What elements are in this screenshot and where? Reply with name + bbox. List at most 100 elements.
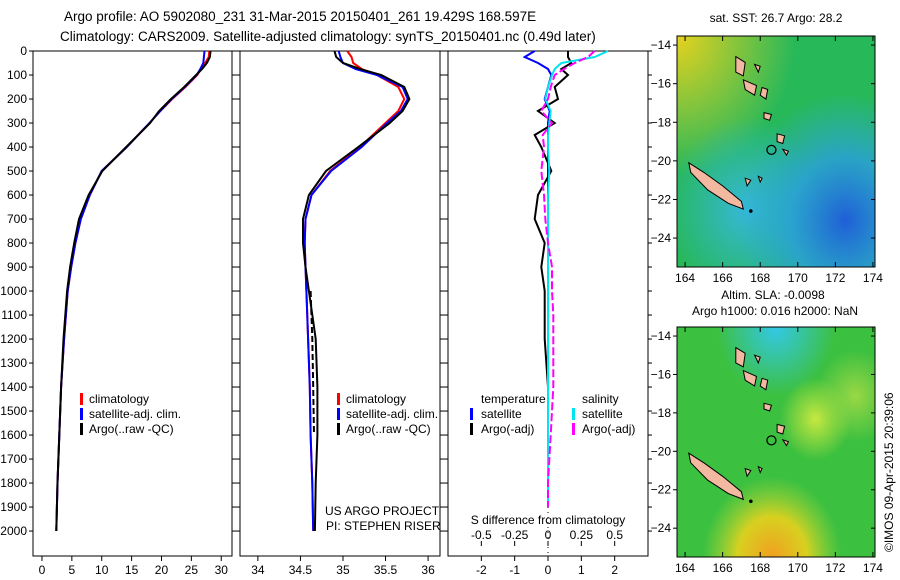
lat-tick-label: −18	[651, 406, 672, 420]
project-label: US ARGO PROJECT	[325, 504, 440, 518]
sst-map-title: sat. SST: 26.7 Argo: 28.2	[710, 11, 843, 25]
y-tick-label: 400	[7, 140, 27, 154]
x-tick-label: 30	[215, 563, 229, 577]
island-dot	[749, 209, 753, 213]
y-tick-label: 800	[7, 236, 27, 250]
island-coastline	[753, 63, 761, 74]
x-tick-label: 1	[578, 563, 585, 577]
legend-swatch-satellite	[80, 408, 83, 420]
lat-tick-label: −14	[651, 329, 672, 343]
x-tick-label: 35.5	[374, 563, 398, 577]
y-tick-label: 1600	[0, 428, 27, 442]
x-tick-label: 36	[421, 563, 435, 577]
legend-label-climatology: climatology	[89, 392, 149, 406]
island-coastline	[744, 467, 752, 478]
x-tick-label: -1	[509, 563, 520, 577]
y-tick-label: 200	[7, 92, 27, 106]
y-tick-label: 1000	[0, 284, 27, 298]
island-coastline	[781, 438, 790, 447]
legend-swatch-argo	[337, 423, 340, 435]
lon-tick-label: 164	[675, 561, 695, 575]
y-tick-label: 1400	[0, 380, 27, 394]
x-tick-label: 34.5	[289, 563, 313, 577]
lat-tick-label: −24	[651, 521, 672, 535]
lon-tick-label: 168	[750, 561, 770, 575]
map-frame	[676, 35, 876, 268]
s-axis-label: S difference from climatology	[471, 513, 626, 527]
lon-tick-label: 164	[675, 271, 695, 285]
s-satellite-diff-line	[544, 50, 609, 507]
legend-label-argo: Argo(..raw -QC)	[346, 422, 431, 436]
title-line-1: Argo profile: AO 5902080_231 31-Mar-2015…	[64, 9, 536, 24]
y-tick-label: 1700	[0, 452, 27, 466]
island-coastline	[781, 148, 790, 157]
legend-label-satellite: satellite-adj. clim.	[346, 407, 438, 421]
satellite-adj-clim-line	[303, 50, 409, 532]
lon-tick-label: 174	[863, 271, 883, 285]
y-tick-label: 1800	[0, 476, 27, 490]
argo-line	[55, 50, 212, 532]
y-tick-label: 900	[7, 260, 27, 274]
t-argo-diff-line	[533, 51, 573, 507]
sla-map-panel: Altim. SLA: -0.0098 Argo h1000: 0.016 h20…	[651, 288, 884, 575]
salinity-legend: climatology satellite-adj. clim. Argo(..…	[337, 392, 438, 436]
lon-tick-label: 168	[750, 271, 770, 285]
legend-label-climatology: climatology	[346, 392, 406, 406]
lat-tick-label: −20	[651, 444, 672, 458]
island-coastline	[763, 402, 773, 412]
x-tick-label: 0	[545, 563, 552, 577]
sla-map-subtitle: Argo h1000: 0.016 h2000: NaN	[692, 304, 858, 318]
plot-frame	[239, 50, 441, 557]
legend-swatch-climatology	[80, 393, 83, 405]
argo-qc-dashed-line	[309, 290, 315, 436]
s-tick-label: 0	[545, 528, 552, 542]
lat-tick-label: −24	[651, 231, 672, 245]
legend-heading-salinity: salinity	[582, 392, 619, 406]
island-coastline	[688, 452, 745, 501]
x-tick-label: 0	[39, 563, 46, 577]
island-coastline	[744, 177, 752, 188]
x-tick-label: 35	[336, 563, 350, 577]
lon-tick-label: 172	[825, 271, 845, 285]
legend-swatch-argo	[80, 423, 83, 435]
lat-tick-label: −20	[651, 154, 672, 168]
argo-position-marker	[766, 144, 777, 155]
x-tick-label: 10	[95, 563, 109, 577]
island-dot	[749, 499, 753, 504]
legend-swatch-s-satellite	[572, 408, 575, 420]
island-coastline	[776, 423, 786, 435]
y-tick-label: 700	[7, 212, 27, 226]
x-tick-label: 2	[611, 563, 618, 577]
legend-swatch-t-satellite	[470, 408, 473, 420]
legend-label-argo: Argo(..raw -QC)	[89, 422, 174, 436]
y-tick-label: 300	[7, 116, 27, 130]
legend-label-satellite: satellite-adj. clim.	[89, 407, 181, 421]
legend-label-s-argo: Argo(-adj)	[582, 422, 635, 436]
argo-position-marker	[766, 435, 777, 446]
legend-heading-temperature: temperature	[481, 392, 546, 406]
y-tick-label: 1900	[0, 500, 27, 514]
map-frame	[676, 326, 876, 558]
island-coastline	[735, 346, 746, 368]
y-tick-label: 1100	[1, 308, 27, 322]
y-tick-label: 100	[7, 68, 27, 82]
lon-tick-label: 174	[863, 561, 883, 575]
legend-swatch-s-argo	[572, 423, 575, 435]
imos-credit: ©IMOS 09-Apr-2015 20:39:06	[882, 392, 896, 552]
island-coastline	[688, 161, 745, 210]
sst-map-panel: sat. SST: 26.7 Argo: 28.2 164 166 168 170 172…	[651, 11, 884, 285]
x-tick-label: 15	[125, 563, 139, 577]
difference-panel: -2-1012T difference from climatologyS di…	[444, 50, 652, 577]
y-tick-label: 2000	[0, 524, 27, 538]
temperature-legend: climatology satellite-adj. clim. Argo(..…	[80, 392, 181, 436]
lat-tick-label: −22	[651, 483, 672, 497]
legend-label-s-satellite: satellite	[582, 407, 623, 421]
lon-tick-label: 170	[788, 561, 808, 575]
x-tick-label: -2	[476, 563, 487, 577]
island-coastline	[753, 354, 761, 365]
x-tick-label: 25	[185, 563, 199, 577]
y-tick-label: 1500	[0, 404, 27, 418]
x-tick-label: 5	[69, 563, 76, 577]
legend-label-t-satellite: satellite	[481, 407, 522, 421]
